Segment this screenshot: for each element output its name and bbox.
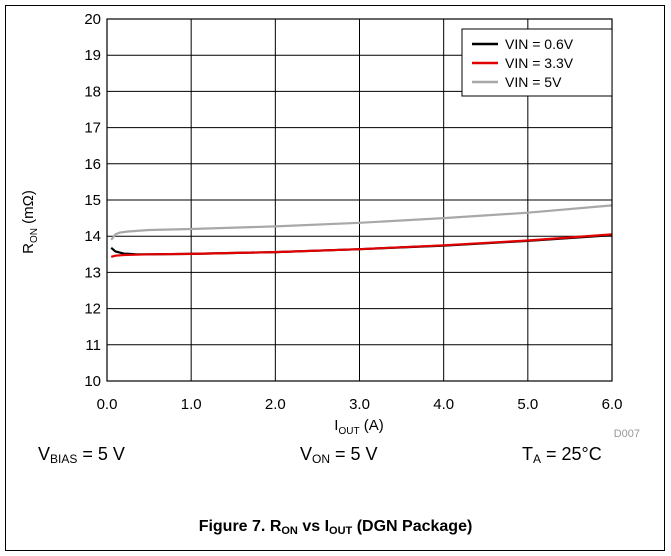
- y-tick-label: 11: [85, 337, 101, 354]
- watermark-label: D007: [614, 428, 640, 440]
- legend-label: VIN = 3.3V: [505, 55, 574, 71]
- y-axis-label: RON (mΩ): [20, 190, 40, 254]
- x-tick-label: 1.0: [181, 396, 202, 413]
- y-tick-label: 17: [84, 120, 101, 137]
- y-tick-label: 13: [84, 264, 101, 281]
- legend-label: VIN = 5V: [505, 74, 562, 90]
- legend-label: VIN = 0.6V: [505, 36, 574, 52]
- series-line-0: [110, 234, 613, 256]
- y-tick-label: 20: [84, 11, 101, 28]
- grid-lines: [106, 18, 613, 382]
- plot-area: [106, 18, 613, 382]
- figure-frame: [5, 5, 665, 551]
- condition-von: VON = 5 V: [300, 444, 378, 466]
- y-tick-label: 18: [84, 83, 101, 100]
- condition-ta: TA = 25°C: [522, 444, 602, 466]
- x-tick-label: 0.0: [97, 396, 118, 413]
- x-tick-label: 6.0: [602, 396, 623, 413]
- tick-labels: 0.0 1.0 2.0 3.0 4.0 5.0 6.0 10 11 12 13 14 15 16 17 18 1…: [84, 11, 622, 413]
- y-tick-label: 14: [84, 228, 101, 245]
- series-line-2: [110, 204, 613, 241]
- y-tick-label: 15: [84, 192, 101, 209]
- x-tick-label: 3.0: [349, 396, 370, 413]
- x-tick-label: 4.0: [433, 396, 454, 413]
- series-layer: [110, 204, 613, 258]
- figure-caption: Figure 7. RON vs IOUT (DGN Package): [198, 518, 473, 537]
- line-chart: 0.0 1.0 2.0 3.0 4.0 5.0 6.0 10 11 12 13 14 15 16 17 18 1…: [20, 11, 640, 440]
- x-tick-label: 5.0: [517, 396, 538, 413]
- x-tick-label: 2.0: [265, 396, 286, 413]
- legend: VIN = 0.6V VIN = 3.3V VIN = 5V: [461, 28, 613, 97]
- series-line-1: [110, 233, 613, 258]
- x-axis-label: IOUT (A): [334, 417, 383, 437]
- y-tick-label: 12: [84, 301, 101, 318]
- condition-vbias: VBIAS = 5 V: [38, 444, 125, 466]
- y-tick-label: 16: [84, 156, 101, 173]
- y-tick-label: 10: [84, 373, 101, 390]
- y-tick-label: 19: [84, 47, 101, 64]
